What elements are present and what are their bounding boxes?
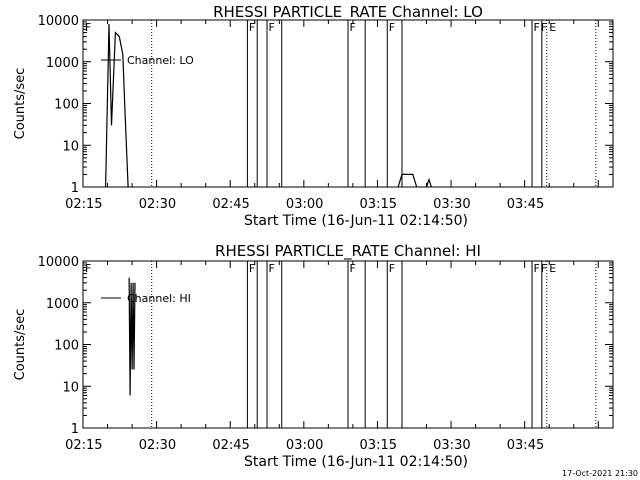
panel-hi: RHESSI PARTICLE_RATE Channel: HI Start Ti…: [13, 242, 614, 470]
x-axis-label: Start Time (16-Jun-11 02:14:50): [244, 213, 468, 229]
flag-label: F: [389, 262, 395, 275]
y-tick-label: 10: [62, 139, 79, 154]
y-tick-label: 10000: [38, 255, 79, 270]
x-tick-label: 03:30: [433, 438, 470, 453]
x-tick-label: 03:45: [507, 438, 544, 453]
panel-lo: RHESSI PARTICLE_RATE Channel: LO Start Ti…: [13, 3, 614, 229]
flag-label: F: [541, 262, 547, 275]
flag-label: F: [85, 262, 91, 275]
series-line: [397, 173, 418, 188]
x-tick-label: 03:30: [433, 197, 470, 212]
y-tick-label: 100: [54, 339, 79, 354]
x-tick-label: 02:45: [212, 438, 249, 453]
flag-label: E: [549, 262, 556, 275]
chart-title: RHESSI PARTICLE_RATE Channel: LO: [213, 3, 483, 22]
flag-label: F: [249, 262, 255, 275]
x-tick-label: 03:15: [360, 438, 397, 453]
flag-label: F: [85, 21, 91, 34]
series-line: [105, 23, 129, 188]
flag-label: F: [534, 21, 540, 34]
flag-label: F: [349, 262, 355, 275]
flag-label: E: [549, 21, 556, 34]
flag-label: F: [269, 21, 275, 34]
y-tick-label: 1000: [46, 56, 79, 71]
series-line: [128, 277, 136, 396]
legend-label: Channel: LO: [127, 54, 194, 67]
y-tick-label: 1: [71, 422, 79, 437]
y-axis-label: Counts/sec: [13, 309, 28, 381]
flag-label: F: [389, 21, 395, 34]
x-tick-label: 03:45: [507, 197, 544, 212]
chart-title: RHESSI PARTICLE_RATE Channel: HI: [215, 242, 481, 261]
flag-label: F: [541, 21, 547, 34]
x-tick-label: 02:45: [212, 197, 249, 212]
y-tick-label: 1: [71, 181, 79, 196]
x-tick-label: 03:00: [286, 197, 323, 212]
flag-label: F: [269, 262, 275, 275]
flag-label: F: [534, 262, 540, 275]
x-tick-label: 03:15: [360, 197, 397, 212]
x-tick-label: 02:30: [139, 438, 176, 453]
y-tick-label: 10: [62, 380, 79, 395]
y-tick-label: 10000: [38, 14, 79, 29]
flag-label: F: [249, 21, 255, 34]
footer-timestamp: 17-Oct-2021 21:30: [562, 469, 638, 478]
x-axis-label: Start Time (16-Jun-11 02:14:50): [244, 454, 468, 470]
x-tick-label: 02:30: [139, 197, 176, 212]
y-axis-label: Counts/sec: [13, 68, 28, 140]
series-line: [425, 177, 432, 188]
flag-label: F: [349, 21, 355, 34]
x-tick-label: 03:00: [286, 438, 323, 453]
y-tick-label: 100: [54, 98, 79, 113]
x-tick-label: 02:15: [65, 197, 102, 212]
y-tick-label: 1000: [46, 297, 79, 312]
x-tick-label: 02:15: [65, 438, 102, 453]
legend-label: Channel: HI: [127, 292, 191, 305]
